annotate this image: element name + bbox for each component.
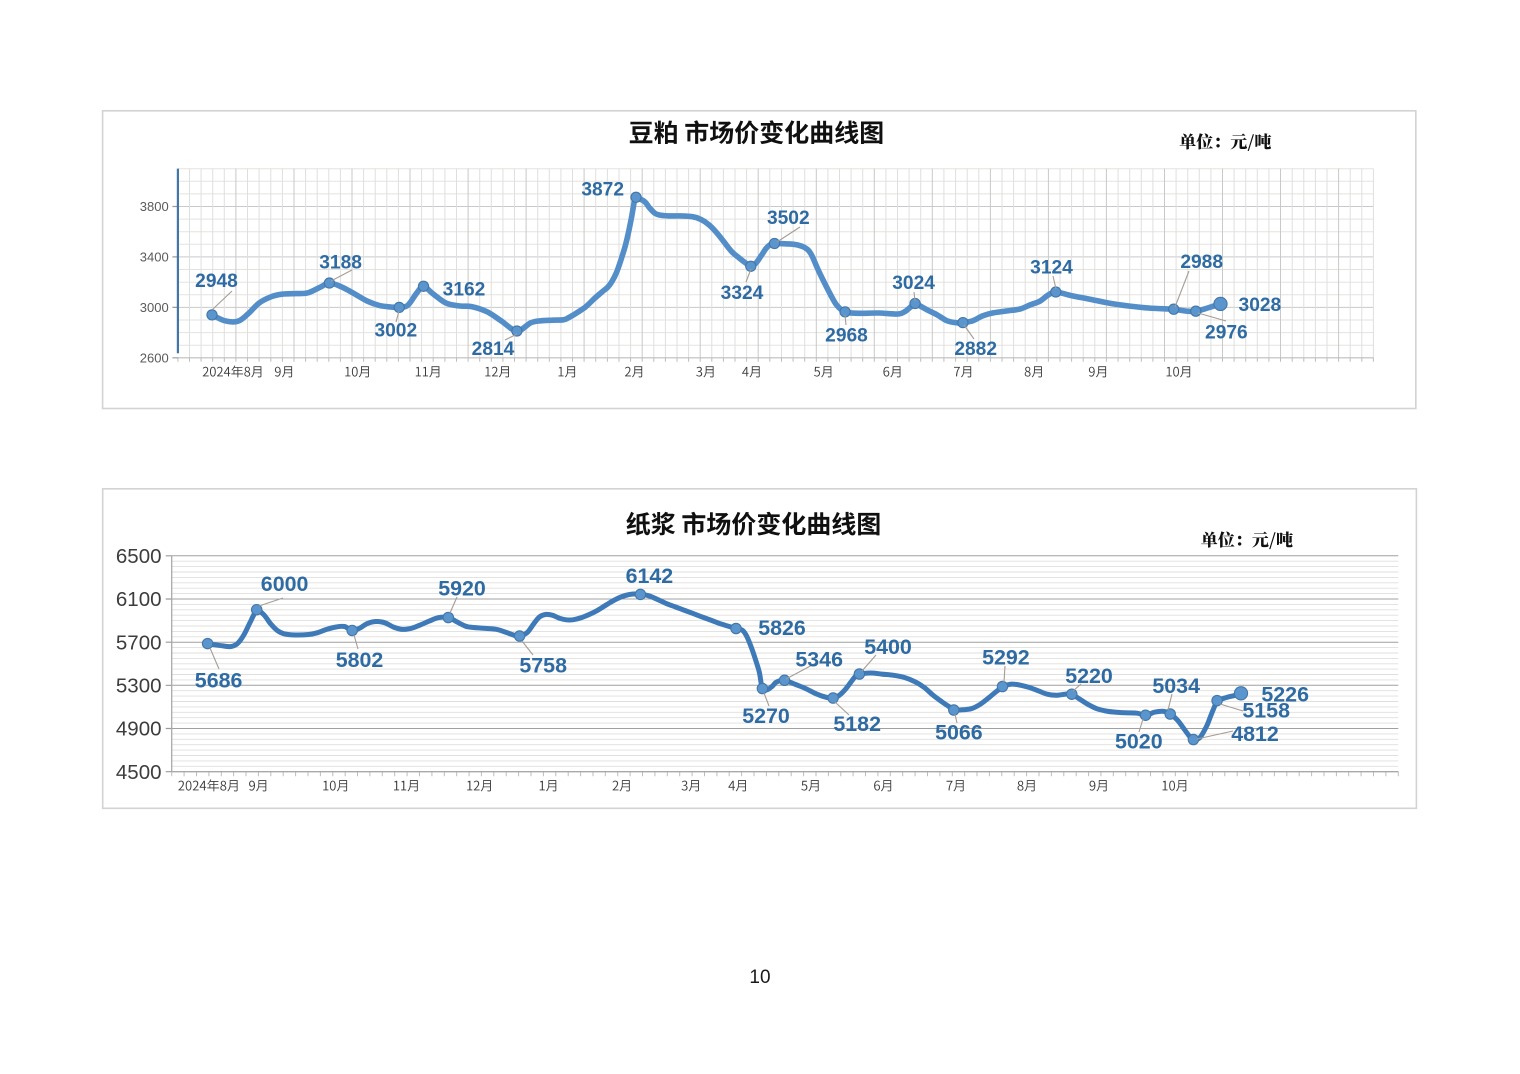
- svg-text:2988: 2988: [1180, 252, 1223, 273]
- svg-text:5226: 5226: [1261, 683, 1309, 707]
- svg-text:3124: 3124: [1030, 258, 1073, 279]
- svg-text:5220: 5220: [1065, 664, 1113, 688]
- svg-text:5700: 5700: [116, 631, 162, 654]
- svg-text:3028: 3028: [1239, 295, 1282, 316]
- svg-text:5802: 5802: [336, 648, 384, 672]
- svg-text:5686: 5686: [195, 669, 243, 693]
- svg-text:5826: 5826: [758, 616, 806, 640]
- svg-text:5300: 5300: [116, 675, 162, 698]
- svg-text:4500: 4500: [116, 761, 162, 784]
- svg-text:5020: 5020: [1115, 730, 1163, 754]
- svg-text:5066: 5066: [935, 721, 983, 745]
- svg-text:3000: 3000: [140, 300, 169, 315]
- svg-text:4900: 4900: [116, 718, 162, 741]
- svg-text:2968: 2968: [825, 325, 868, 346]
- svg-text:5182: 5182: [833, 712, 881, 736]
- svg-text:4812: 4812: [1231, 722, 1279, 746]
- svg-text:3324: 3324: [721, 283, 764, 304]
- svg-text:3502: 3502: [767, 208, 810, 229]
- svg-text:5400: 5400: [864, 635, 912, 659]
- svg-text:3400: 3400: [140, 250, 169, 265]
- svg-text:2600: 2600: [140, 350, 169, 365]
- svg-text:3002: 3002: [374, 320, 417, 341]
- svg-text:5346: 5346: [795, 648, 843, 672]
- svg-text:6100: 6100: [116, 588, 162, 611]
- svg-text:3162: 3162: [443, 279, 486, 300]
- svg-text:6142: 6142: [626, 564, 674, 588]
- svg-text:5758: 5758: [519, 654, 567, 678]
- svg-text:3872: 3872: [581, 179, 624, 200]
- svg-text:5034: 5034: [1152, 674, 1200, 698]
- svg-text:5292: 5292: [982, 645, 1030, 669]
- svg-text:2882: 2882: [954, 339, 997, 360]
- svg-text:3188: 3188: [319, 252, 362, 273]
- svg-text:5270: 5270: [742, 704, 790, 728]
- svg-text:6000: 6000: [261, 572, 309, 596]
- svg-text:6500: 6500: [116, 545, 162, 568]
- svg-text:2948: 2948: [195, 271, 238, 292]
- svg-text:5158: 5158: [1242, 698, 1290, 722]
- svg-text:5920: 5920: [438, 577, 486, 601]
- svg-text:2976: 2976: [1205, 322, 1248, 343]
- svg-text:10: 10: [749, 967, 770, 988]
- svg-text:3800: 3800: [140, 199, 169, 214]
- svg-text:3024: 3024: [892, 273, 935, 294]
- svg-text:2814: 2814: [472, 339, 515, 360]
